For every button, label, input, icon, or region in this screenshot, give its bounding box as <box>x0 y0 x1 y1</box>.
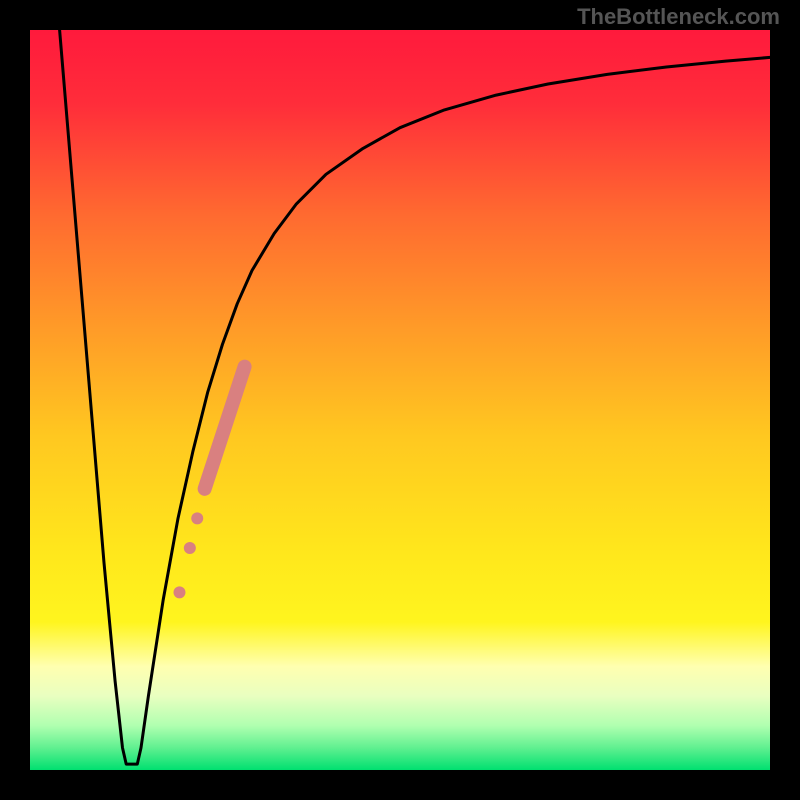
watermark-text: TheBottleneck.com <box>577 4 780 30</box>
curve-marker-dot <box>184 542 196 554</box>
chart-container: TheBottleneck.com <box>0 0 800 800</box>
curve-marker-dot <box>173 586 185 598</box>
bottleneck-chart <box>0 0 800 800</box>
curve-marker-dot <box>191 512 203 524</box>
